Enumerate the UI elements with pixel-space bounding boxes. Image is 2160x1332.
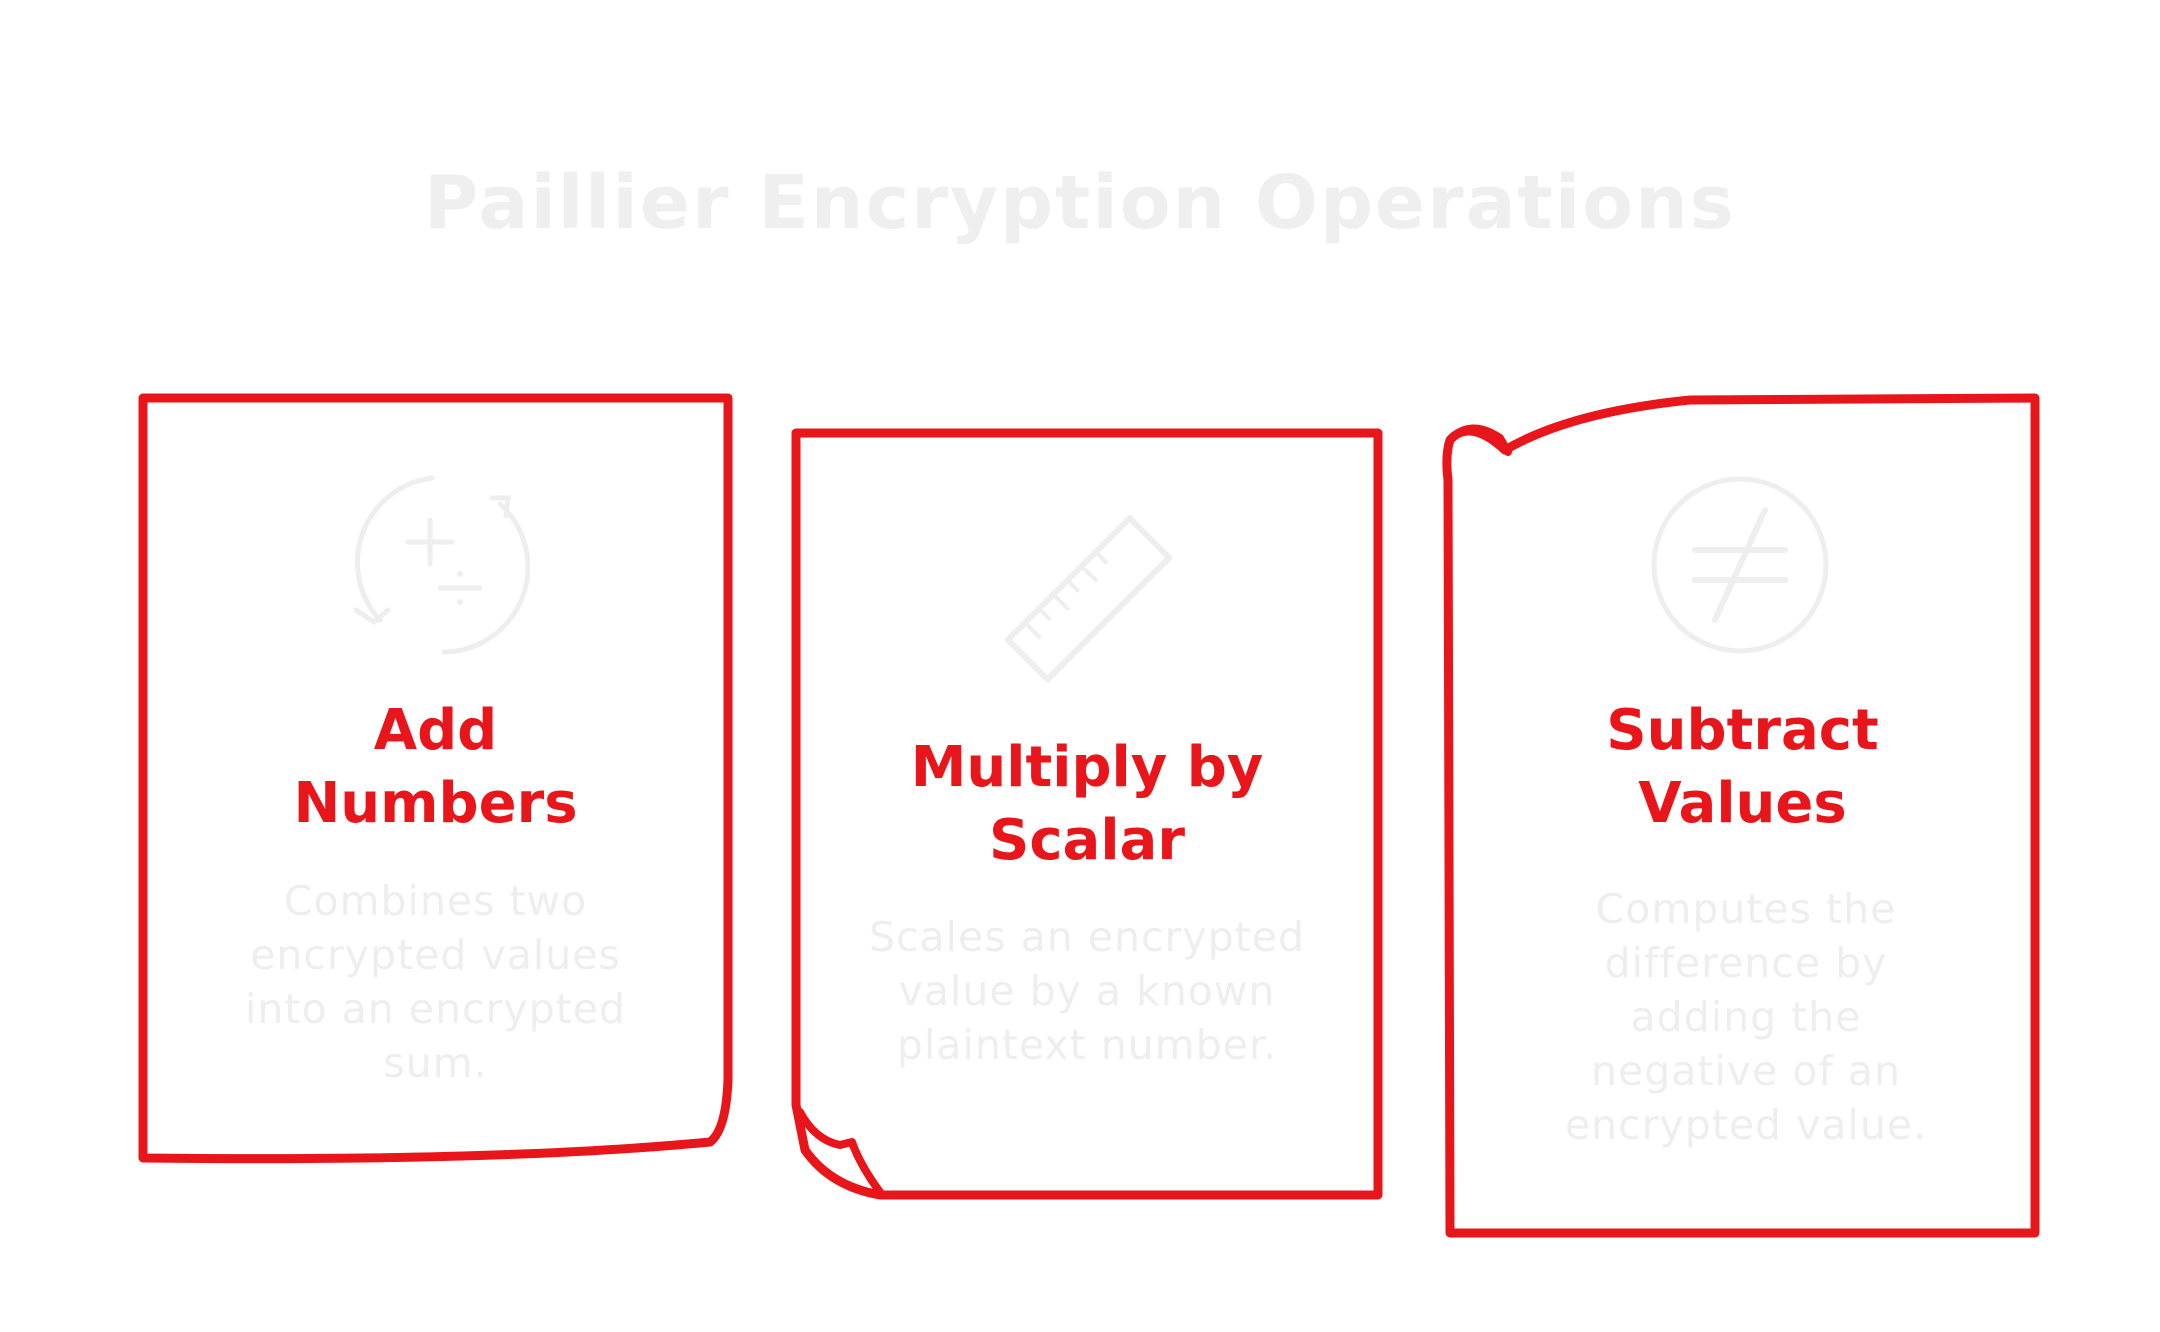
ruler-icon [1004,514,1173,683]
card-frame-add [138,393,733,1164]
card-title-add: Add Numbers [293,698,578,836]
diagram-title: Paillier Encryption Operations [424,160,1736,246]
card-description-subtract: Computes the difference by adding the ne… [1564,885,1928,1149]
card-title-subtract: Subtract Values [1606,698,1879,836]
card-title-multiply: Multiply by Scalar [910,735,1264,873]
card-description-multiply: Scales an encrypted value by a known pla… [868,913,1306,1069]
add-divide-cycle-icon [353,475,530,655]
card-curl-multiply [796,1108,884,1196]
card-frame-multiply [791,428,1383,1200]
card-description-add: Combines two encrypted values into an en… [245,877,626,1087]
card-curl-subtract [1446,424,1512,456]
not-equal-icon [1651,476,1829,654]
